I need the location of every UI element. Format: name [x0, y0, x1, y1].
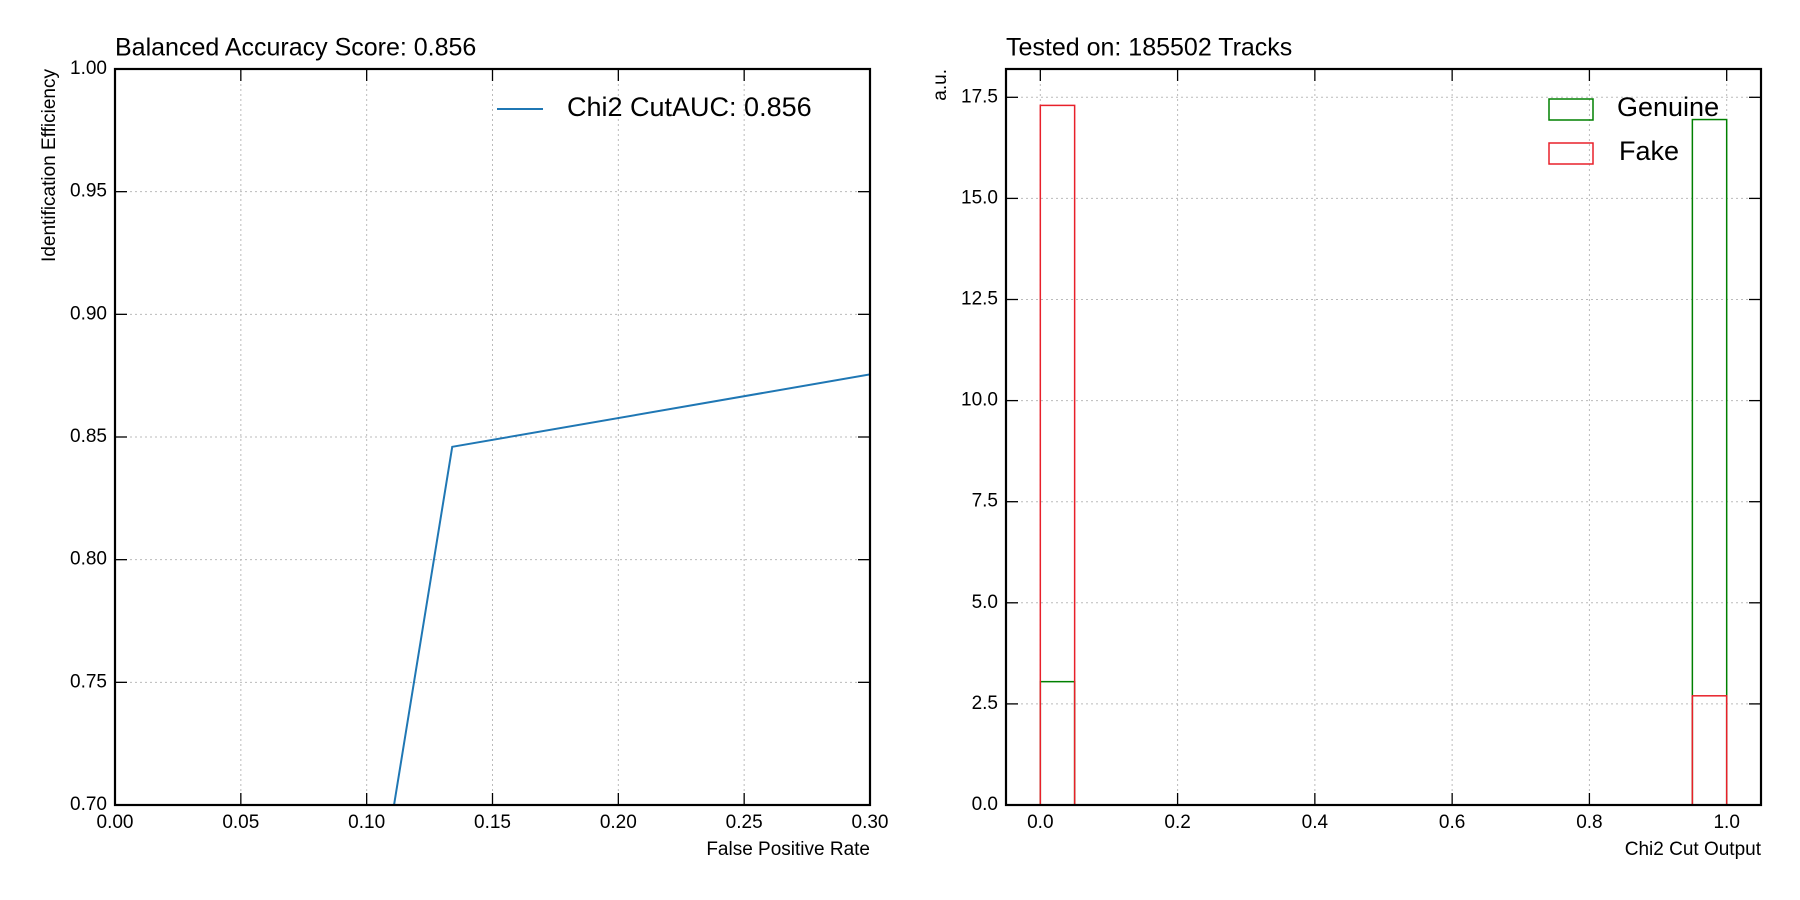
y-tick-label: 0.90 — [70, 303, 107, 324]
y-tick-label: 2.5 — [972, 693, 998, 714]
roc-line — [393, 373, 870, 805]
x-tick-label: 1.0 — [1713, 812, 1739, 833]
y-tick-label: 0.85 — [70, 426, 107, 447]
x-tick-label: 0.0 — [1027, 812, 1053, 833]
legend-label: Genuine — [1617, 92, 1719, 122]
y-tick-label: 10.0 — [961, 390, 998, 411]
y-tick-label: 0.75 — [70, 671, 107, 692]
x-tick-label: 0.2 — [1164, 812, 1190, 833]
legend-swatch — [1548, 142, 1594, 165]
chart-title: Balanced Accuracy Score: 0.856 — [115, 34, 476, 62]
y-tick-label: 15.0 — [961, 187, 998, 208]
x-tick-label: 0.05 — [222, 812, 259, 833]
hist-bar — [1039, 680, 1076, 805]
legend-label: Chi2 CutAUC: 0.856 — [567, 92, 812, 122]
x-tick-label: 0.00 — [97, 812, 134, 833]
chart-title: Tested on: 185502 Tracks — [1006, 34, 1292, 62]
y-tick-label: 0.80 — [70, 549, 107, 570]
x-tick-label: 0.8 — [1576, 812, 1602, 833]
x-axis-label: False Positive Rate — [706, 839, 870, 860]
y-tick-label: 0.0 — [972, 794, 998, 815]
hist-bar — [1691, 695, 1728, 805]
x-tick-label: 0.20 — [600, 812, 637, 833]
y-axis-label: a.u. — [930, 69, 951, 101]
chart: 0.00 0.05 0.10 0.15 0.20 0.25 0.30 0.70 0.75 0.80… — [39, 34, 889, 860]
x-tick-label: 0.15 — [474, 812, 511, 833]
x-tick-label: 0.10 — [348, 812, 385, 833]
y-axis-label: Identification Efficiency — [39, 69, 60, 262]
y-tick-label: 1.00 — [70, 58, 107, 79]
y-tick-label: 5.0 — [972, 592, 998, 613]
y-tick-label: 12.5 — [961, 289, 998, 310]
hist-bar — [1691, 118, 1728, 805]
y-tick-label: 17.5 — [961, 86, 998, 107]
plot-area — [393, 373, 870, 805]
plot-frame — [1004, 67, 1763, 807]
y-tick-label: 0.95 — [70, 181, 107, 202]
chart: 0.0 0.2 0.4 0.6 0.8 1.0 0.0 2.5 5.0 7.5 10.0 12.5 15… — [930, 34, 1763, 860]
plot-area — [1039, 104, 1728, 805]
hist-bar — [1039, 104, 1076, 805]
legend-label: Fake — [1619, 136, 1679, 166]
plot-frame — [113, 67, 872, 807]
y-tick-label: 7.5 — [972, 491, 998, 512]
x-tick-label: 0.30 — [852, 812, 889, 833]
x-tick-label: 0.6 — [1439, 812, 1465, 833]
x-axis-label: Chi2 Cut Output — [1625, 839, 1762, 860]
x-tick-label: 0.4 — [1302, 812, 1329, 833]
legend-swatch — [1548, 98, 1594, 121]
x-tick-label: 0.25 — [726, 812, 763, 833]
y-tick-label: 0.70 — [70, 794, 107, 815]
